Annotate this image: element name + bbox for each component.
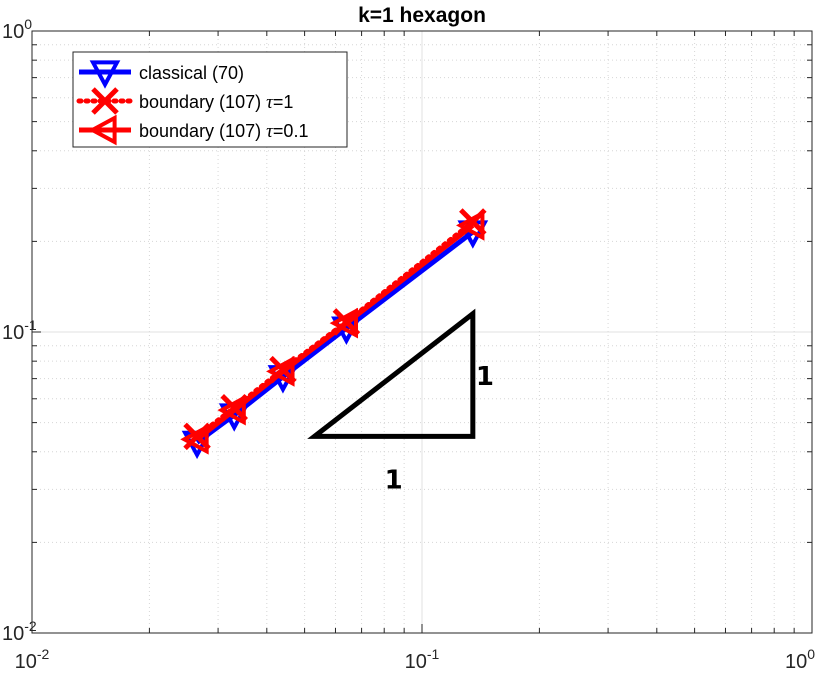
- x-tick-label-exponent: 0: [807, 646, 815, 662]
- slope-triangle: [307, 308, 476, 439]
- y-tick-label: 100: [2, 16, 32, 43]
- x-tick-label-base: 10: [405, 651, 427, 673]
- slope-triangle-group: 11: [307, 308, 494, 495]
- series-3-point: [329, 307, 359, 339]
- tick-marks: [31, 30, 813, 634]
- x-tick-label: 10-1: [405, 646, 440, 673]
- x-tick-label: 10-2: [15, 646, 50, 673]
- legend-tau-value: =1: [273, 92, 294, 112]
- series-3-point: [217, 394, 246, 426]
- y-tick-label-base: 10: [2, 322, 24, 344]
- slope-triangle-horizontal-label: 1: [385, 465, 403, 495]
- slope-triangle-vertical-label: 1: [476, 362, 494, 392]
- y-tick-label-exponent: -1: [24, 317, 37, 333]
- legend-marker-3: [88, 114, 117, 146]
- chart-title: k=1 hexagon: [358, 4, 486, 27]
- legend-marker-1: [89, 60, 121, 89]
- series-3: [180, 210, 485, 455]
- y-tick-label: 10-2: [2, 618, 37, 645]
- legend-label-3: boundary (107) τ=0.1: [139, 121, 308, 142]
- legend-series-name: boundary (107): [139, 92, 261, 112]
- legend-tau-symbol: τ: [266, 121, 274, 142]
- legend-label-1: classical (70): [139, 63, 244, 83]
- legend-marker-2: [91, 87, 119, 115]
- series-group: [180, 208, 489, 460]
- legend-series-name: boundary (107): [139, 121, 261, 141]
- x-tick-label: 100: [785, 646, 815, 673]
- y-tick-label-base: 10: [2, 21, 24, 43]
- legend-tau-symbol: τ: [266, 92, 274, 113]
- x-tick-label-exponent: -2: [37, 646, 50, 662]
- legend: classical (70)boundary (107) τ=1boundary…: [72, 51, 348, 148]
- y-tick-label: 10-1: [2, 317, 37, 344]
- x-tick-label-base: 10: [15, 651, 37, 673]
- series-3-point: [266, 356, 295, 387]
- series-3-line: [195, 223, 475, 442]
- x-tick-label-exponent: -1: [427, 646, 440, 662]
- y-tick-label-base: 10: [2, 623, 24, 645]
- y-tick-label-exponent: -2: [24, 618, 37, 634]
- x-tick-label-base: 10: [785, 651, 807, 673]
- y-tick-label-exponent: 0: [24, 16, 32, 32]
- series-3-point: [180, 423, 209, 455]
- legend-tau-value: =0.1: [273, 121, 309, 141]
- legend-series-name: classical (70): [139, 63, 244, 83]
- legend-label-2: boundary (107) τ=1: [139, 92, 293, 113]
- series-3-point: [456, 210, 485, 241]
